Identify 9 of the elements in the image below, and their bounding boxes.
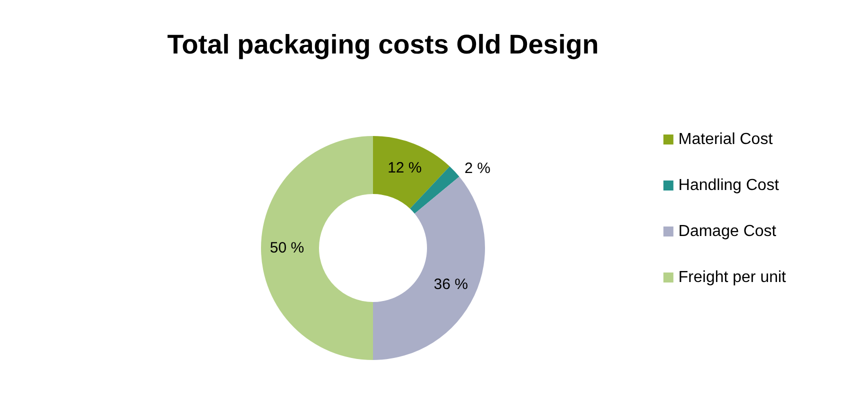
legend-label: Handling Cost (678, 177, 780, 194)
legend-label: Freight per unit (678, 269, 787, 286)
data-label: 50 % (270, 240, 304, 256)
legend-label: Damage Cost (678, 223, 777, 240)
legend-label: Material Cost (678, 131, 774, 148)
data-label: 2 % (464, 160, 490, 178)
chart-title: Total packaging costs Old Design (167, 30, 599, 60)
data-label: 12 % (388, 160, 422, 177)
data-label: 36 % (434, 276, 468, 294)
